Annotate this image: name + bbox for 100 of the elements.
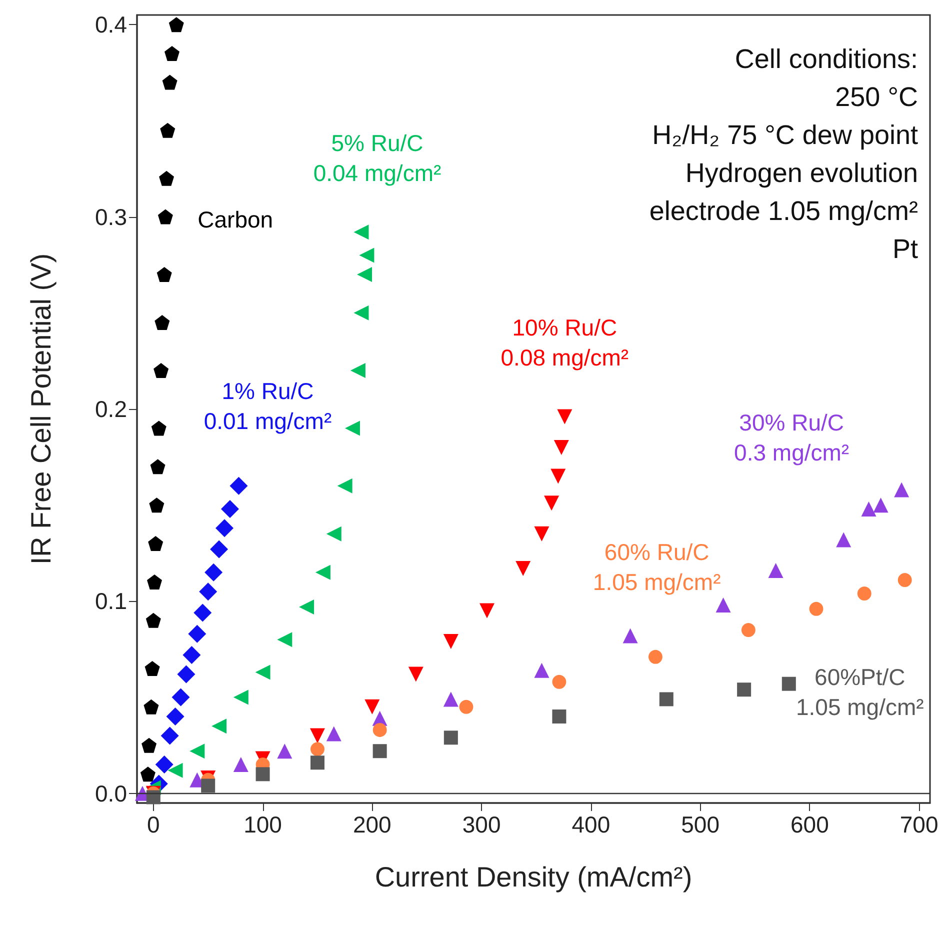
point	[315, 564, 330, 580]
point	[480, 603, 495, 618]
point	[372, 744, 387, 758]
x-tick-label: 500	[681, 812, 720, 838]
text: 10% Ru/C 0.08 mg/cm²	[500, 314, 629, 371]
point	[142, 738, 157, 753]
point	[534, 526, 550, 542]
point	[768, 562, 784, 578]
point	[648, 650, 662, 664]
point	[444, 730, 458, 745]
point	[255, 664, 270, 680]
point	[190, 744, 205, 759]
x-tick-label: 700	[900, 812, 938, 838]
point	[159, 170, 174, 186]
point	[204, 563, 223, 582]
series-label: 60% Ru/C 1.05 mg/cm²	[592, 539, 722, 596]
point	[146, 790, 160, 804]
point	[166, 708, 184, 726]
point	[459, 700, 474, 714]
point	[212, 718, 227, 734]
point	[554, 440, 569, 455]
point	[148, 536, 164, 552]
point	[199, 582, 218, 601]
point	[277, 744, 292, 759]
point	[552, 710, 566, 724]
point	[188, 624, 206, 643]
point	[552, 674, 566, 689]
point	[326, 526, 342, 542]
series-label: 30% Ru/C 0.3 mg/cm²	[734, 410, 850, 466]
point	[557, 409, 572, 424]
point	[216, 519, 234, 538]
point	[898, 573, 912, 588]
point	[622, 628, 638, 644]
point	[162, 74, 178, 90]
x-tick-label: 400	[572, 812, 610, 838]
point	[164, 46, 180, 61]
point	[836, 532, 852, 548]
point	[201, 778, 216, 793]
x-tick-label: 100	[244, 812, 282, 838]
point	[337, 478, 352, 494]
point	[220, 500, 239, 518]
point	[140, 766, 156, 782]
y-tick-label: 0.3	[95, 204, 127, 230]
point	[894, 482, 910, 498]
point	[177, 665, 196, 684]
point	[172, 688, 190, 706]
point	[544, 496, 560, 511]
point	[149, 498, 164, 513]
point	[194, 604, 212, 622]
point	[168, 762, 183, 778]
point	[737, 682, 752, 697]
annotation: Cell conditions: 250 °C H₂/H₂ 75 °C dew point Hydrogen evolution electrode 1.05 mg/cm² Pt	[649, 44, 918, 264]
point	[873, 498, 888, 513]
x-axis-title: Current Density (mA/cm²)	[374, 862, 692, 892]
series-label: 60%Pt/C 1.05 mg/cm²	[796, 664, 924, 720]
point	[182, 646, 201, 664]
point	[741, 623, 756, 638]
point	[357, 266, 372, 282]
x-tick-label: 0	[147, 812, 160, 838]
point	[550, 468, 566, 484]
point	[659, 692, 674, 706]
point	[350, 363, 366, 378]
point	[354, 224, 369, 240]
point	[344, 420, 360, 436]
point	[716, 598, 731, 613]
point	[310, 742, 324, 756]
point	[534, 662, 550, 678]
y-axis-title: IR Free Cell Potential (V)	[26, 253, 56, 565]
point	[154, 363, 169, 378]
point	[168, 17, 184, 32]
point	[782, 676, 796, 691]
point	[156, 266, 172, 282]
y-tick-label: 0.1	[95, 588, 127, 614]
point	[372, 722, 387, 737]
point	[443, 692, 458, 707]
point	[359, 248, 374, 263]
text: 5% Ru/C 0.04 mg/cm²	[313, 130, 442, 186]
point	[857, 586, 872, 601]
text: 1% Ru/C 0.01 mg/cm²	[204, 378, 332, 434]
x-tick-label: 300	[462, 812, 501, 838]
point	[147, 574, 162, 590]
point	[861, 501, 876, 516]
y-tick-label: 0.4	[95, 12, 128, 38]
point	[233, 690, 248, 705]
point	[310, 756, 324, 770]
point	[151, 420, 166, 436]
point	[354, 305, 369, 320]
point	[299, 599, 314, 614]
point	[230, 476, 248, 495]
point	[516, 561, 531, 576]
point	[277, 632, 292, 648]
point	[154, 315, 170, 330]
point	[210, 540, 228, 558]
point	[326, 726, 342, 742]
point	[160, 122, 176, 138]
point	[364, 699, 380, 714]
series-label: Carbon	[198, 206, 274, 233]
y-tick-label: 0.0	[95, 780, 127, 806]
y-tick-label: 0.2	[95, 396, 127, 422]
point	[146, 612, 161, 628]
